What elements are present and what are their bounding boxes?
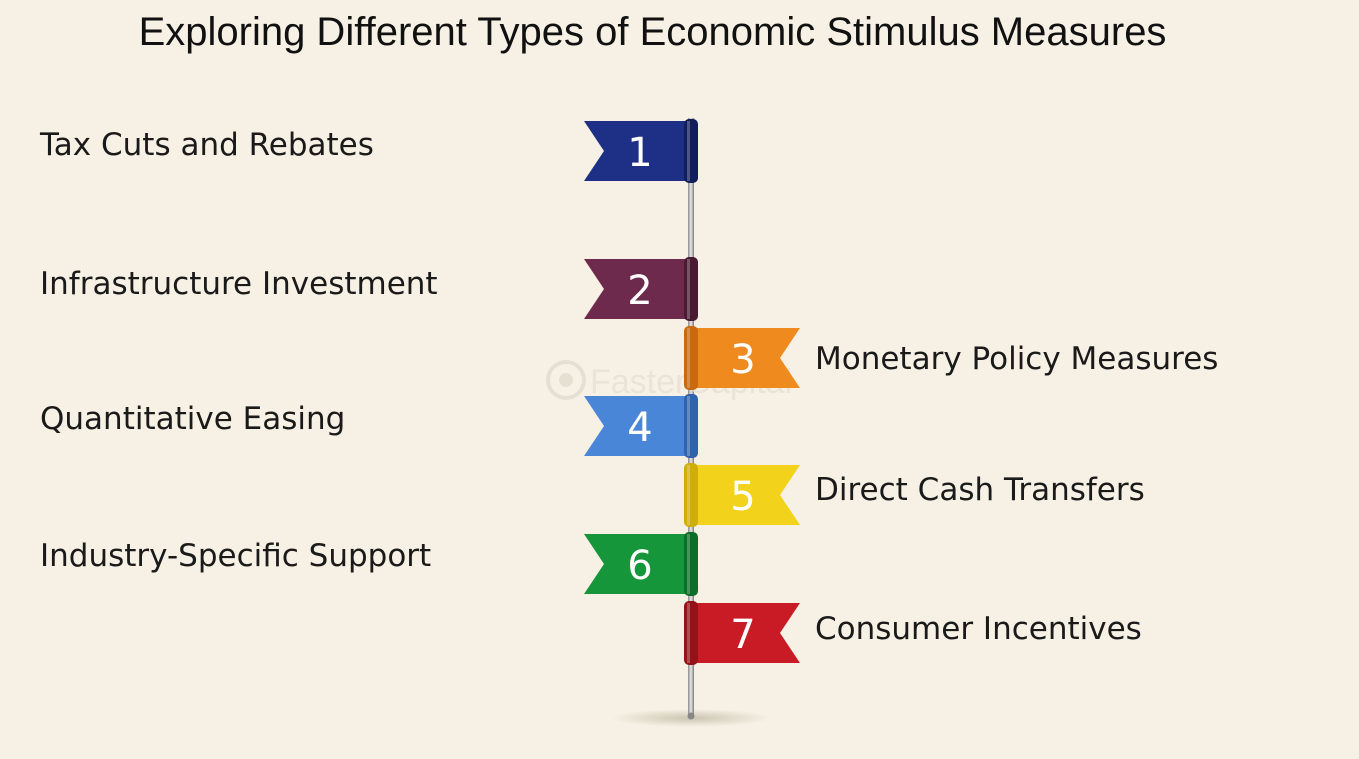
- flag-5-number: 5: [730, 474, 755, 520]
- flag-6-banner: [584, 534, 691, 594]
- label-consumer-incentives: Consumer Incentives: [815, 611, 1142, 647]
- flag-3-number: 3: [730, 337, 755, 383]
- flag-6: 6: [584, 532, 698, 596]
- label-infrastructure: Infrastructure Investment: [40, 266, 438, 302]
- flag-4-banner: [584, 396, 691, 456]
- flag-5-sleeve: [684, 463, 698, 527]
- flag-7-banner: [691, 603, 800, 663]
- flag-1-number: 1: [627, 130, 652, 176]
- flag-4-number: 4: [627, 405, 652, 451]
- gear-icon: [546, 360, 586, 400]
- flag-7-sleeve: [684, 601, 698, 665]
- flag-7-highlight: [687, 603, 690, 663]
- flag-5-highlight: [687, 465, 690, 525]
- flag-3-highlight: [687, 328, 690, 388]
- flag-3: 3: [684, 326, 800, 390]
- flag-1: 1: [584, 119, 698, 183]
- flag-6-number: 6: [627, 543, 652, 589]
- label-industry-support: Industry-Specific Support: [40, 538, 432, 574]
- flag-2-number: 2: [627, 268, 652, 314]
- flag-5-banner: [691, 465, 800, 525]
- flag-5: 5: [684, 463, 800, 527]
- label-tax-cuts: Tax Cuts and Rebates: [40, 127, 374, 163]
- label-monetary-policy: Monetary Policy Measures: [815, 341, 1219, 377]
- flag-1-highlight: [687, 121, 690, 181]
- flag-1-banner: [584, 121, 691, 181]
- flag-3-banner: [691, 328, 800, 388]
- flag-7: 7: [684, 601, 800, 665]
- label-quantitative-easing: Quantitative Easing: [40, 401, 346, 437]
- flag-4-sleeve: [684, 394, 698, 458]
- pole-tip: [687, 712, 695, 720]
- flag-2-banner: [584, 259, 691, 319]
- flag-2: 2: [584, 257, 698, 321]
- flag-6-sleeve: [684, 532, 698, 596]
- diagram-title: Exploring Different Types of Economic St…: [138, 10, 1167, 54]
- flag-3-sleeve: [684, 326, 698, 390]
- flag-4-highlight: [687, 396, 690, 456]
- label-direct-cash: Direct Cash Transfers: [815, 472, 1145, 508]
- flag-6-highlight: [687, 534, 690, 594]
- flag-2-highlight: [687, 259, 690, 319]
- flag-4: 4: [584, 394, 698, 458]
- flag-1-sleeve: [684, 119, 698, 183]
- flag-2-sleeve: [684, 257, 698, 321]
- flag-7-number: 7: [730, 612, 755, 658]
